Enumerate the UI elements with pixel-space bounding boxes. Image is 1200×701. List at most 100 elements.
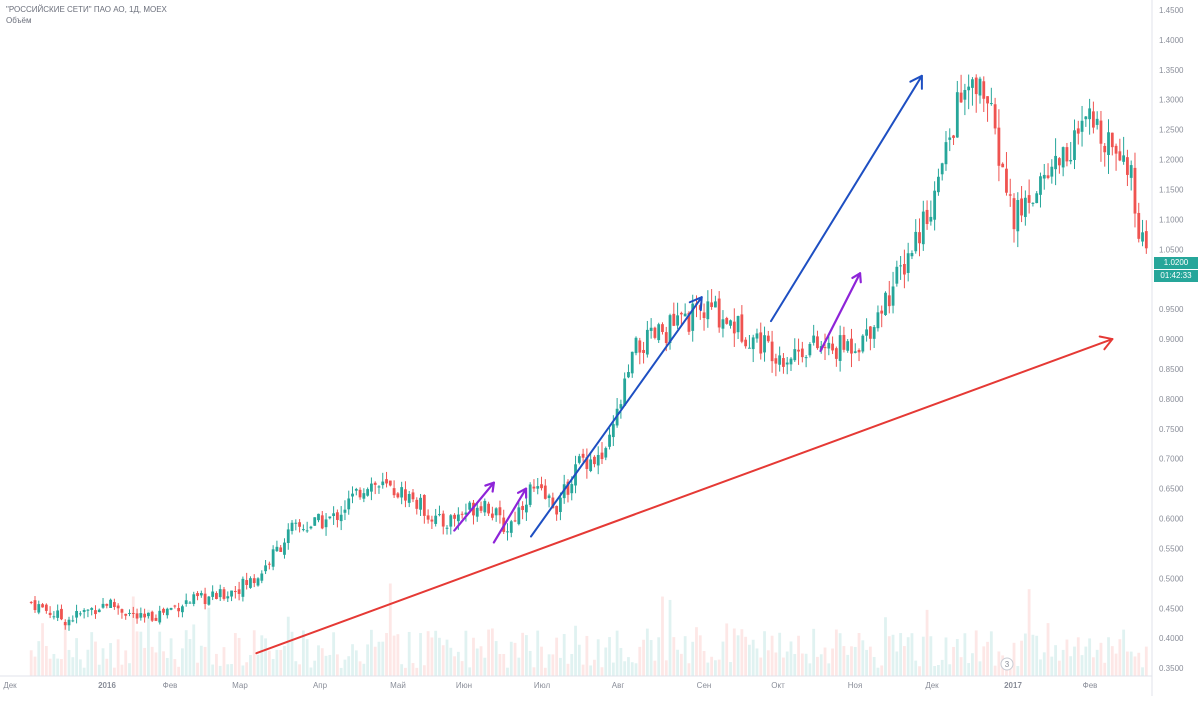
volume-bar [967, 663, 971, 676]
y-tick-label: 0.6500 [1159, 485, 1184, 494]
y-tick-label: 1.3500 [1159, 66, 1184, 75]
volume-bar [940, 659, 944, 676]
x-tick-label: Дек [925, 681, 939, 690]
volume-bar [736, 635, 740, 676]
volume-bar [668, 599, 672, 676]
candle-body [853, 351, 857, 353]
volume-bar [487, 629, 490, 676]
volume-bar [850, 646, 853, 676]
candle-body [657, 324, 661, 341]
volume-bar [328, 654, 332, 676]
candle-body [509, 521, 513, 533]
volume-bar [305, 639, 309, 676]
volume-bar [872, 656, 876, 676]
candle-body [339, 514, 343, 522]
volume-bar [1061, 649, 1065, 676]
candle-body [1050, 166, 1054, 177]
volume-bar [1122, 629, 1126, 676]
candle-body [192, 594, 196, 604]
arrowhead [909, 74, 923, 90]
candle-body [1042, 174, 1046, 179]
volume-bar [472, 637, 475, 676]
candle-body [967, 86, 971, 91]
candle-body [309, 526, 313, 529]
candle-body [120, 609, 124, 613]
y-tick-label: 0.5500 [1159, 544, 1184, 553]
candle-body [343, 509, 347, 513]
x-tick-label: Апр [313, 681, 328, 690]
volume-bar [959, 657, 963, 676]
candle-body [415, 499, 419, 509]
candle-body [71, 620, 75, 622]
candle-body [940, 163, 944, 175]
candle-body [645, 329, 649, 355]
candle-body [1118, 151, 1122, 161]
volume-bar [78, 659, 82, 676]
candle-body [1005, 168, 1008, 193]
candle-body [419, 497, 422, 510]
candle-body [513, 520, 517, 522]
candle-body [1012, 198, 1016, 230]
volume-bar [774, 652, 778, 676]
candle-body [430, 519, 434, 522]
candle-body [283, 542, 286, 555]
volume-bar [634, 663, 638, 676]
volume-bar [748, 644, 751, 676]
candle-body [404, 489, 407, 501]
arrowhead [1098, 335, 1114, 351]
volume-bar [332, 632, 336, 676]
volume-bar [1129, 651, 1133, 676]
candle-body [850, 338, 853, 354]
y-tick-label: 1.0500 [1159, 245, 1184, 254]
candle-body [354, 488, 358, 491]
x-tick-label: Окт [771, 681, 785, 690]
volume-bar [1035, 635, 1039, 676]
candle-body [422, 494, 426, 516]
candle-body [241, 578, 245, 597]
volume-bar [797, 635, 800, 676]
candle-body [1008, 194, 1012, 196]
volume-bar [623, 661, 627, 676]
volume-bar [876, 667, 880, 676]
volume-bar [438, 637, 441, 676]
volume-bar [895, 651, 899, 676]
candle-body [982, 81, 986, 99]
candle-body [1137, 212, 1141, 239]
volume-bar [577, 644, 581, 676]
candle-body [710, 302, 714, 308]
candle-body [600, 452, 604, 460]
volume-bar [422, 665, 426, 676]
volume-bar [181, 648, 184, 676]
volume-bar [910, 633, 914, 676]
candle-body [604, 448, 608, 458]
volume-bar [1141, 667, 1144, 676]
volume-bar [343, 659, 347, 676]
volume-bar [782, 657, 785, 676]
volume-bar [362, 663, 366, 676]
volume-bar [608, 637, 611, 676]
volume-bar [385, 633, 388, 676]
y-tick-label: 0.7000 [1159, 455, 1184, 464]
volume-bar [264, 638, 267, 676]
volume-bar [60, 659, 63, 676]
volume-bar [944, 637, 948, 676]
candle-body [800, 348, 804, 358]
candle-body [834, 348, 838, 359]
candle-body [279, 547, 283, 552]
volume-bar [725, 623, 729, 676]
candle-body [494, 508, 498, 516]
candle-body [611, 424, 615, 438]
volume-bar [974, 630, 978, 676]
volume-bar [702, 651, 706, 676]
candle-body [139, 613, 143, 618]
volume-bar [993, 665, 997, 676]
volume-bar [664, 660, 668, 676]
volume-bar [918, 666, 921, 676]
volume-bar [846, 654, 850, 676]
volume-bar [562, 634, 566, 676]
volume-bar [521, 632, 525, 676]
volume-bar [1027, 589, 1031, 676]
candle-body [589, 459, 593, 472]
candle-body [785, 362, 789, 365]
